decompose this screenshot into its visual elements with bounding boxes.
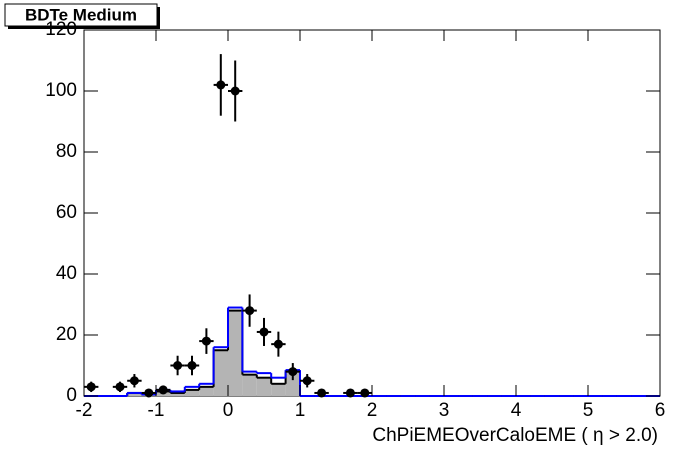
- data-point: [259, 327, 269, 337]
- x-axis-label: ChPiEMEOverCaloEME ( η > 2.0): [372, 425, 658, 446]
- data-point: [273, 339, 283, 349]
- y-tick-label: 120: [45, 19, 77, 40]
- data-point: [115, 382, 125, 392]
- histogram-bar: [271, 383, 286, 396]
- data-point: [245, 306, 255, 316]
- histogram-bar: [127, 392, 142, 396]
- histogram-bar: [184, 389, 200, 396]
- title-box: [4, 3, 158, 27]
- data-point: [129, 376, 139, 386]
- data-point: [86, 382, 96, 392]
- data-point: [288, 367, 298, 377]
- histogram-bar: [285, 371, 300, 396]
- y-tick-label: 60: [56, 202, 77, 223]
- data-point: [345, 388, 355, 398]
- histogram-bar: [242, 374, 257, 396]
- histogram-bar: [228, 310, 243, 396]
- data-point: [201, 336, 211, 346]
- x-tick-label: -1: [148, 400, 165, 421]
- x-tick-label: -2: [76, 400, 93, 421]
- data-point: [216, 80, 226, 90]
- histogram-bar: [199, 386, 214, 396]
- x-tick-label: 3: [439, 400, 450, 421]
- x-tick-label: 0: [223, 400, 234, 421]
- data-point: [302, 376, 312, 386]
- data-point: [230, 86, 240, 96]
- x-tick-label: 6: [655, 400, 666, 421]
- data-point: [144, 388, 154, 398]
- x-tick-label: 2: [367, 400, 378, 421]
- data-point: [173, 361, 183, 370]
- histogram-bar: [170, 392, 185, 396]
- x-tick-label: 4: [511, 400, 522, 421]
- data-point: [317, 388, 327, 398]
- y-tick-label: 40: [56, 263, 77, 284]
- data-point: [158, 385, 168, 395]
- y-tick-label: 80: [56, 141, 77, 162]
- histogram-bar: [213, 350, 228, 396]
- y-tick-label: 20: [56, 324, 77, 345]
- x-tick-label: 5: [583, 400, 594, 421]
- y-tick-label: 0: [66, 385, 77, 406]
- data-point: [360, 388, 370, 398]
- data-point: [187, 361, 197, 370]
- chart-title: BDTe Medium: [25, 5, 137, 24]
- x-tick-label: 1: [295, 400, 306, 421]
- y-tick-label: 100: [45, 80, 77, 101]
- histogram-bar: [256, 377, 272, 396]
